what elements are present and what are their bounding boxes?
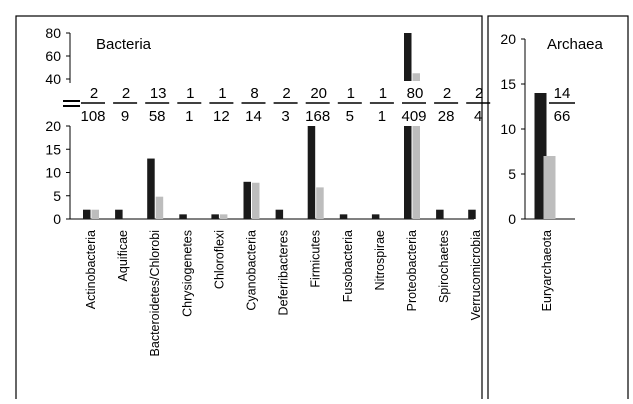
- category-label: Chrysiogenetes: [180, 230, 194, 317]
- archaea-y-tick-label: 0: [508, 211, 516, 227]
- category-label: Deferribacteres: [277, 230, 291, 315]
- bacteria-y-tick-label: 10: [45, 165, 61, 181]
- bar: [412, 126, 420, 219]
- fraction-numerator: 13: [150, 85, 167, 102]
- archaea-axes: 0 5 10 15 20: [500, 31, 575, 227]
- category-label: Actinobacteria: [84, 230, 98, 309]
- bacteria-bars: [83, 33, 476, 219]
- bar: [147, 158, 155, 219]
- archaea-bars: [534, 93, 556, 219]
- category-label: Euryarchaeota: [540, 230, 554, 311]
- fraction-denominator: 12: [213, 108, 230, 125]
- fraction-numerator: 2: [282, 85, 290, 102]
- fraction-numerator: 1: [379, 85, 387, 102]
- fraction-numerator: 2: [122, 85, 130, 102]
- bar: [275, 209, 284, 219]
- bacteria-category-labels: Actinobacteria Aquificae Bacteroidetes/Chl…: [84, 230, 483, 357]
- bar: [543, 156, 556, 219]
- bar-upper-segment: [404, 33, 412, 81]
- fraction-numerator: 1: [186, 85, 194, 102]
- fraction-numerator: 2: [475, 85, 483, 102]
- bar: [179, 214, 187, 219]
- fraction-denominator: 66: [554, 108, 571, 125]
- bar: [219, 214, 228, 219]
- category-label: Aquificae: [116, 230, 130, 281]
- fraction-denominator: 5: [346, 108, 354, 125]
- bar: [83, 209, 91, 219]
- bar: [155, 196, 164, 219]
- fraction-denominator: 28: [438, 108, 455, 125]
- bar: [404, 126, 412, 219]
- fraction-numerator: 2: [443, 85, 451, 102]
- fraction-denominator: 1: [185, 108, 193, 125]
- category-label: Fusobacteria: [341, 230, 355, 302]
- bar: [339, 214, 348, 219]
- bacteria-y-tick-label: 15: [45, 141, 61, 157]
- category-label: Spirochaetes: [437, 230, 451, 303]
- fraction-denominator: 9: [121, 108, 129, 125]
- fraction-denominator: 3: [281, 108, 289, 125]
- fraction-numerator: 1: [218, 85, 226, 102]
- bacteria-y-tick-label: 5: [53, 188, 61, 204]
- bar: [252, 182, 260, 219]
- category-label: Chloroflexi: [212, 230, 226, 289]
- fraction-denominator: 409: [401, 108, 426, 125]
- bar: [307, 126, 316, 219]
- fraction-numerator: 1: [347, 85, 355, 102]
- category-label: Proteobacteria: [405, 230, 419, 311]
- bar: [211, 214, 219, 219]
- fraction-numerator: 8: [250, 85, 258, 102]
- archaea-y-tick-label: 10: [500, 121, 516, 137]
- category-label: Verrucomicrobia: [469, 230, 483, 320]
- category-label: Firmicutes: [309, 230, 323, 288]
- bar: [468, 209, 476, 219]
- bacteria-y-tick-label: 0: [53, 211, 61, 227]
- archaea-panel-title: Archaea: [547, 36, 604, 53]
- bar: [91, 209, 99, 219]
- category-label: Bacteroidetes/Chlorobi: [148, 230, 162, 356]
- archaea-panel-frame: [487, 15, 629, 404]
- archaea-category-labels: Euryarchaeota: [540, 230, 554, 311]
- category-label: Nitrospirae: [373, 230, 387, 290]
- bacteria-y-tick-label: 60: [45, 48, 61, 64]
- bar: [243, 181, 251, 219]
- fraction-numerator: 80: [407, 85, 424, 102]
- fraction-numerator: 2: [90, 85, 98, 102]
- fraction-denominator: 4: [474, 108, 482, 125]
- bar: [436, 209, 444, 219]
- fraction-numerator: 20: [310, 85, 327, 102]
- bacteria-fraction-labels: 2 108 2 9 13 58 1 1 1 12 8 14 2 3 20 168 1 5 1 1 80 409 2 28 2 4: [80, 85, 491, 125]
- fraction-denominator: 168: [305, 108, 330, 125]
- bacteria-y-tick-label: 40: [45, 71, 61, 87]
- archaea-y-tick-label: 5: [508, 166, 516, 182]
- bacteria-y-tick-label: 20: [45, 118, 61, 134]
- bacteria-panel-frame: [15, 15, 483, 404]
- fraction-numerator: 14: [554, 85, 571, 102]
- bacteria-panel-title: Bacteria: [96, 36, 152, 53]
- bar-upper-segment: [412, 73, 420, 81]
- category-label: Cyanobacteria: [245, 230, 259, 311]
- bar: [371, 214, 380, 219]
- fraction-denominator: 1: [378, 108, 386, 125]
- fraction-denominator: 14: [245, 108, 262, 125]
- bar: [316, 187, 324, 219]
- bar: [115, 209, 123, 219]
- archaea-y-tick-label: 20: [500, 31, 516, 47]
- fraction-denominator: 58: [149, 108, 166, 125]
- archaea-y-tick-label: 15: [500, 76, 516, 92]
- fraction-denominator: 108: [80, 108, 105, 125]
- bacteria-y-tick-label: 80: [45, 25, 61, 41]
